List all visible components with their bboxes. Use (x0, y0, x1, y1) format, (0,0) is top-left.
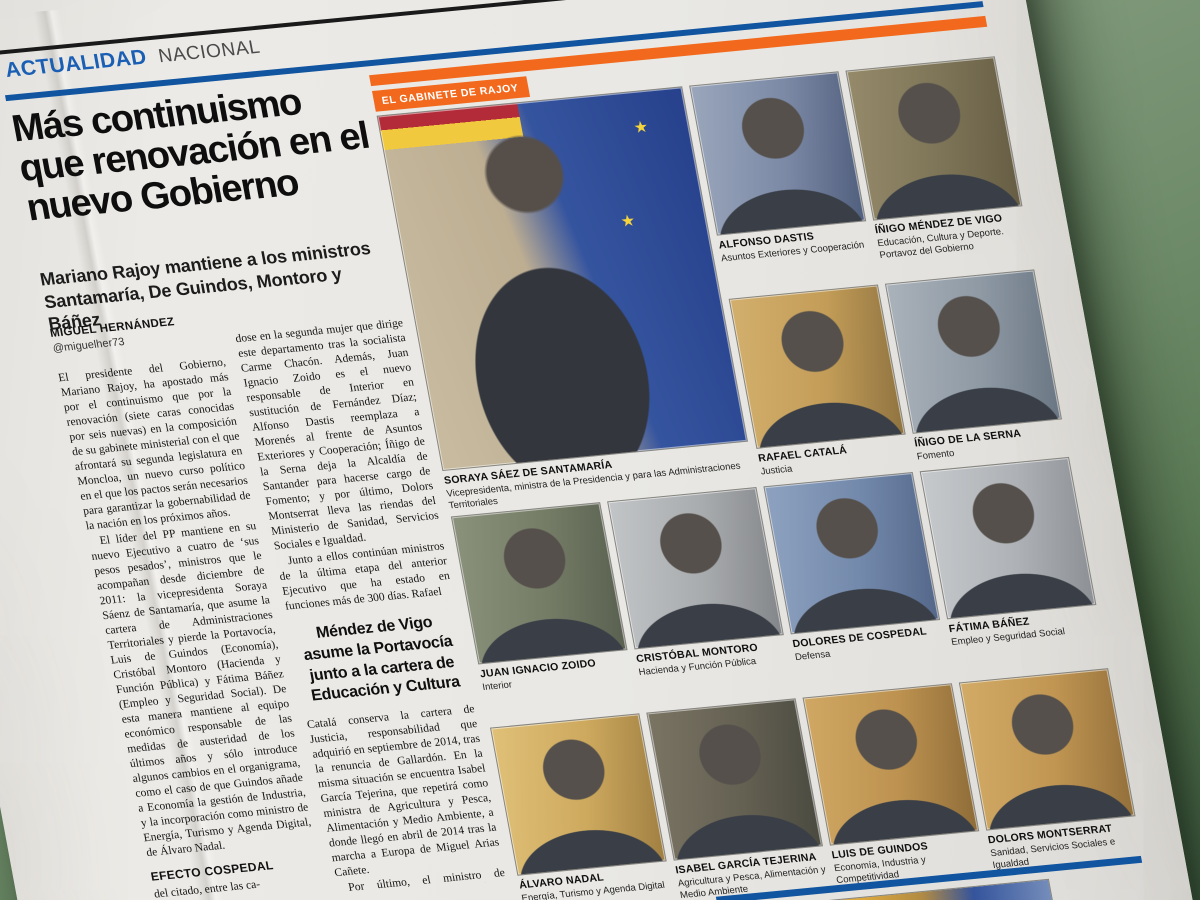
portrait-silhouette (846, 57, 1022, 220)
portrait-cristobal-montoro (607, 487, 784, 650)
portrait-rafael-catala (728, 284, 906, 449)
paragraph: Catalá conserva la cartera de Justicia, … (306, 703, 501, 880)
portrait-fatima-banez (919, 456, 1097, 620)
portrait-silhouette (959, 669, 1135, 830)
portrait-isabel-garcia-tejerina (646, 698, 824, 861)
portrait-mendez-de-vigo (845, 56, 1023, 221)
portrait-silhouette (764, 473, 939, 634)
portrait-soraya-saez: ★ ★ (376, 86, 749, 472)
portrait-silhouette (729, 285, 905, 448)
portrait-silhouette (452, 503, 627, 664)
portrait-silhouette (690, 72, 866, 235)
portrait-silhouette (920, 458, 1096, 619)
portrait-silhouette (803, 684, 979, 845)
portrait-silhouette (886, 270, 1061, 433)
portrait-alvaro-nadal (489, 713, 667, 876)
portrait-luis-de-guindos (802, 683, 980, 846)
portrait-alfonso-dastis (689, 71, 867, 236)
portrait-silhouette (491, 714, 666, 875)
portrait-juan-ignacio-zoido (450, 502, 628, 665)
portrait-dolores-de-cospedal (763, 471, 941, 635)
subsection-name: NACIONAL (156, 36, 263, 68)
portrait-silhouette (377, 87, 747, 470)
portrait-inigo-de-la-serna (884, 269, 1063, 434)
portrait-silhouette (608, 488, 783, 649)
pull-quote: Méndez de Vigo asume la Portavocía junto… (302, 613, 462, 705)
portrait-dolors-montserrat (958, 668, 1136, 831)
paragraph: El presidente del Gobierno, Mariano Rajo… (57, 356, 252, 533)
paragraph: dose en la segunda mujer que dirige este… (234, 317, 440, 553)
portrait-silhouette (647, 699, 822, 860)
